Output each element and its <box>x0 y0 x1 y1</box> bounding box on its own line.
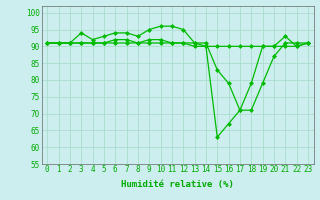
X-axis label: Humidité relative (%): Humidité relative (%) <box>121 180 234 189</box>
